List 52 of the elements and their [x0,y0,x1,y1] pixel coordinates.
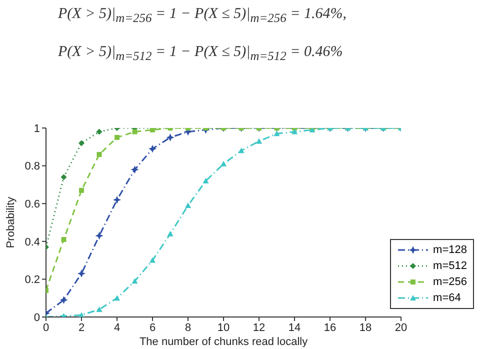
point [79,188,84,193]
legend-label: m=256 [433,276,467,288]
legend-label: m=64 [433,292,461,304]
text: P(X > 5)|$_{m=256}$ = 1 − P(X ≤ 5)|$_{m=256}$ = 1.64%, [58,6,347,26]
y-tick-label: 0.4 [24,236,40,248]
point [78,140,85,146]
y-tick-label: 0.8 [24,160,40,173]
x-tick-label: 2 [78,322,85,334]
point [114,134,120,140]
point [96,128,102,135]
point [114,295,120,301]
y-tick-label: 0.2 [24,274,40,286]
y-tick-label: 0 [34,312,40,324]
x-tick-label: 6 [149,322,156,334]
x-axis-title: The number of chunks read locally [139,336,308,348]
point [96,152,102,157]
point [61,237,66,242]
point [220,160,227,166]
point [185,202,192,208]
y-axis-title: Probability [4,196,17,248]
point [60,296,68,304]
point [96,306,102,312]
text: P(X > 5)|$_{m=512}$ = 1 − P(X ≤ 5)|$_{m=512}$ = 0.46% [58,44,343,64]
x-tick-label: 4 [114,322,120,334]
point [238,148,244,154]
legend-label: m=512 [433,260,467,272]
point [78,270,86,278]
point [113,196,122,204]
point [150,257,156,263]
x-tick-label: 16 [324,322,336,334]
point [202,178,209,184]
x-tick-label: 18 [359,322,372,334]
x-tick-label: 8 [184,322,192,334]
x-tick-label: 12 [252,322,266,334]
point [166,133,174,142]
point [167,230,174,236]
point [292,128,298,134]
y-tick-label: 0.6 [24,198,40,211]
x-tick-label: 10 [217,322,230,334]
y-tick-label: 1 [34,122,40,135]
x-tick-label: 14 [288,322,301,334]
point [148,144,157,153]
point [132,129,138,134]
point [95,232,104,240]
x-tick-label: 0 [42,322,50,334]
x-tick-label: 20 [394,322,408,334]
legend-label: m=128 [433,244,467,256]
point [60,174,67,180]
point [274,130,280,136]
point [130,166,139,174]
point [132,278,138,284]
point [256,138,262,144]
